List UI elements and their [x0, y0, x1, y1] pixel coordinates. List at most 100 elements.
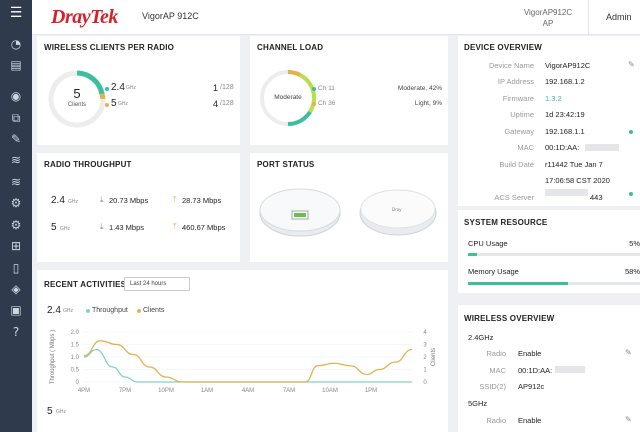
y-axis-label-right: Clients [431, 348, 437, 366]
channel-name: Ch 36 [318, 100, 336, 107]
y-tick-label: 0.5 [71, 368, 80, 374]
y-tick-label: 1.0 [71, 355, 80, 361]
network-icon[interactable]: ⧉ [11, 111, 21, 125]
recent-activities-card: RECENT ACTIVITIES Last 24 hours 2.4 GHz … [37, 270, 448, 432]
x-tick-label: 7AM [283, 388, 295, 394]
settings-icon[interactable]: ⚙ [10, 196, 22, 210]
device-row-value: 17:06:58 CST 2020 [545, 176, 610, 185]
admin-menu[interactable]: Admin [606, 12, 632, 22]
load-level: Moderate [274, 94, 302, 101]
band-unit: GHz [56, 409, 66, 415]
y-right-tick-label: 4 [423, 330, 427, 336]
device-icon[interactable]: ▤ [10, 58, 22, 72]
throughput-band: 5 [51, 222, 57, 233]
activity-chart: 2.0 1.5 1.0 0.5 0 4 3 2 1 0 4PM 7PM 10PM 1AM 4AM 7AM 10A… [50, 330, 437, 394]
wifi-icon[interactable]: ≋ [10, 175, 22, 189]
throughput-unit: GHz [68, 199, 78, 205]
redacted-value [585, 144, 619, 151]
device-row-value: 192.168.1.2 [545, 77, 585, 86]
channel-status: Moderate, 42% [397, 85, 442, 92]
y-axis-label: Throughput ( Mbps ) [50, 330, 56, 384]
access-point-top-image: Dray [359, 189, 437, 236]
sidebar: ☰ ◔ ▤ ◉ ⧉ ✎ ≋ ≋ ⚙ ⚙ ⊞ ▯ ◈ ▣ ? [0, 0, 32, 432]
redacted-value [555, 366, 585, 373]
monitor-icon[interactable]: ▣ [10, 303, 22, 317]
memory-bar-fill [468, 282, 568, 285]
apps-icon[interactable]: ⊞ [10, 239, 22, 253]
legend-dot [105, 87, 109, 91]
wireless-overview-card: WIRELESS OVERVIEW 2.4GHz Radio Enable ✎ … [458, 305, 640, 432]
band-heading: 5GHz [468, 399, 488, 408]
y-right-tick-label: 2 [423, 355, 427, 361]
divider [588, 0, 589, 35]
dashboard-icon[interactable]: ◔ [10, 37, 22, 51]
radio-band: 2.4 [111, 82, 125, 93]
shield-icon[interactable]: ◈ [11, 282, 21, 296]
throughput-band: 2.4 [51, 195, 65, 206]
radio-count: 4 [213, 99, 219, 109]
mobile-icon[interactable]: ▯ [12, 261, 20, 275]
time-range-select[interactable]: Last 24 hours [124, 277, 190, 291]
card-title: PORT STATUS [257, 160, 315, 169]
x-tick-label: 10PM [158, 388, 174, 394]
y-right-tick-label: 1 [423, 368, 427, 374]
edit-icon[interactable]: ✎ [625, 348, 632, 357]
radio-count: 1 [213, 83, 219, 93]
system-resource-card: SYSTEM RESOURCE CPU Usage 5% Memory Usag… [458, 210, 640, 293]
draytek-logo: DrayTek [51, 6, 118, 28]
legend-dot [312, 87, 316, 91]
x-tick-label: 4AM [242, 388, 254, 394]
download-rate: 1.43 Mbps [109, 223, 145, 232]
cpu-label: CPU Usage [468, 239, 508, 248]
channel-load-card: CHANNEL LOAD Moderate Ch 11 Moderate, 42… [250, 36, 448, 145]
channel-name: Ch 11 [318, 85, 335, 92]
y-right-tick-label: 0 [423, 380, 427, 386]
device-row-label: Build Date [499, 160, 534, 169]
x-tick-label: 1AM [201, 388, 213, 394]
device-row-value: 192.168.1.1 [545, 127, 585, 136]
y-tick-label: 0 [76, 380, 80, 386]
cpu-bar [468, 253, 640, 256]
card-title: WIRELESS CLIENTS PER RADIO [44, 43, 175, 52]
menu-icon[interactable]: ☰ [9, 5, 23, 21]
tools-icon[interactable]: ✎ [10, 132, 22, 146]
status-dot [629, 130, 633, 134]
settings-icon[interactable]: ⚙ [10, 218, 22, 232]
radio-max: /128 [220, 100, 234, 107]
row-label: Radio [486, 416, 506, 425]
card-title: CHANNEL LOAD [257, 43, 324, 52]
row-label: SSID(2) [479, 382, 506, 391]
device-row-label: Uptime [510, 110, 534, 119]
row-value: Enable [518, 416, 542, 425]
radio-unit: GHz [126, 85, 136, 91]
y-right-tick-label: 3 [423, 343, 427, 349]
legend-dot [312, 102, 316, 106]
device-row-label: ACS Server [494, 193, 534, 202]
wireless-icon[interactable]: ◉ [10, 89, 22, 103]
legend-throughput: Throughput [92, 307, 128, 314]
clients-label: Clients [67, 102, 87, 108]
cpu-bar-fill [468, 253, 477, 256]
band-unit: GHz [63, 308, 73, 314]
legend-dot [105, 103, 109, 107]
legend-clients: Clients [143, 307, 165, 314]
edit-icon[interactable]: ✎ [628, 60, 635, 69]
x-tick-label: 4PM [78, 388, 90, 394]
svg-text:Dray: Dray [392, 207, 402, 212]
card-title: DEVICE OVERVIEW [464, 43, 542, 52]
device-row-value: VigorAP912C [545, 61, 591, 70]
radio-max: /128 [220, 84, 234, 91]
y-tick-label: 1.5 [71, 343, 80, 349]
wifi-icon[interactable]: ≋ [10, 153, 22, 167]
card-title: RADIO THROUGHPUT [44, 160, 132, 169]
card-title: RECENT ACTIVITIES [44, 280, 127, 289]
band-heading: 2.4GHz [468, 333, 494, 342]
row-value: AP912c [518, 382, 545, 391]
help-icon[interactable]: ? [12, 325, 20, 339]
download-rate: 20.73 Mbps [109, 196, 149, 205]
card-title: WIRELESS OVERVIEW [464, 314, 555, 323]
download-icon: ⤓ [100, 222, 104, 231]
x-tick-label: 1PM [365, 388, 377, 394]
edit-icon[interactable]: ✎ [625, 415, 632, 424]
upload-rate: 28.73 Mbps [182, 196, 222, 205]
